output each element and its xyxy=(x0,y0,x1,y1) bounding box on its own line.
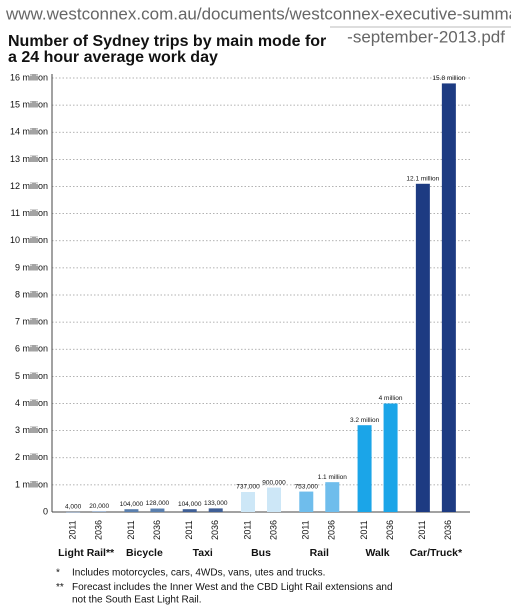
chart-title: Number of Sydney trips by main mode for xyxy=(8,33,326,50)
chart-title: a 24 hour average work day xyxy=(8,49,218,66)
bar xyxy=(441,83,456,513)
bar xyxy=(383,403,398,512)
x-tick-label: 2036 xyxy=(443,520,453,540)
x-tick-label: 2036 xyxy=(94,520,104,540)
value-label: 20,000 xyxy=(89,503,109,510)
y-tick-label: 7 million xyxy=(15,317,48,327)
x-group-label: Light Rail** xyxy=(58,547,115,559)
y-tick-label: 9 million xyxy=(15,262,48,272)
y-tick-label: 11 million xyxy=(11,208,48,218)
note-text: Forecast includes the Inner West and the… xyxy=(72,582,393,593)
note-text: Includes motorcycles, cars, 4WDs, vans, … xyxy=(72,568,325,579)
y-tick-label: 3 million xyxy=(15,425,48,435)
x-tick-label: 2036 xyxy=(268,520,278,540)
bar xyxy=(241,492,255,512)
value-label: 737,000 xyxy=(236,484,260,491)
y-tick-label: 16 million xyxy=(10,72,48,82)
bar xyxy=(124,509,139,512)
bar xyxy=(267,487,281,512)
x-group-label: Rail xyxy=(310,547,329,559)
x-tick-label: 2036 xyxy=(327,520,337,540)
value-label: 12.1 million xyxy=(406,176,439,183)
value-label: 1.1 million xyxy=(318,474,348,481)
url: -september-2013.pdf xyxy=(347,27,505,46)
x-group-label: Car/Truck* xyxy=(410,547,463,559)
y-tick-label: 4 million xyxy=(15,398,48,408)
bar xyxy=(299,491,314,512)
x-tick-label: 2011 xyxy=(126,520,136,539)
x-group-label: Walk xyxy=(366,547,390,559)
value-label: 104,000 xyxy=(120,501,144,508)
value-label: 128,000 xyxy=(146,500,170,507)
y-tick-label: 1 million xyxy=(15,479,48,489)
bar xyxy=(415,183,430,512)
y-tick-label: 15 million xyxy=(10,100,48,110)
bar xyxy=(182,509,197,512)
y-tick-label: 6 million xyxy=(15,344,48,354)
value-label: 4,000 xyxy=(65,504,82,511)
x-tick-label: 2011 xyxy=(359,520,369,539)
x-group-label: Taxi xyxy=(193,547,213,559)
value-label: 104,000 xyxy=(178,501,202,508)
bar xyxy=(92,511,107,512)
x-tick-label: 2036 xyxy=(385,520,395,540)
bar xyxy=(325,482,340,512)
x-tick-label: 2011 xyxy=(242,520,252,539)
x-tick-label: 2011 xyxy=(301,520,311,539)
value-label: 15.8 million xyxy=(432,75,465,82)
bar xyxy=(357,425,372,512)
url: www.westconnex.com.au/documents/westconn… xyxy=(5,4,511,23)
bar xyxy=(150,508,165,512)
y-tick-label: 5 million xyxy=(15,371,48,381)
value-label: 4 million xyxy=(379,395,403,402)
y-tick-label: 2 million xyxy=(15,452,48,462)
note-marker: * xyxy=(56,568,60,579)
x-tick-label: 2036 xyxy=(210,520,220,540)
note-text: not the South East Light Rail. xyxy=(72,595,202,606)
value-label: 133,000 xyxy=(204,500,228,507)
y-tick-label: 8 million xyxy=(15,289,48,299)
y-tick-label: 13 million xyxy=(10,154,48,164)
y-tick-label: 12 million xyxy=(10,181,48,191)
x-tick-label: 2011 xyxy=(68,520,78,539)
x-tick-label: 2036 xyxy=(152,520,162,540)
value-label: 3.2 million xyxy=(350,417,380,424)
x-tick-label: 2011 xyxy=(417,520,427,539)
bar xyxy=(208,508,223,512)
y-tick-label: 10 million xyxy=(10,235,48,245)
x-group-label: Bicycle xyxy=(126,547,163,559)
x-tick-label: 2011 xyxy=(184,520,194,539)
x-group-label: Bus xyxy=(251,547,271,559)
y-tick-label: 0 xyxy=(43,506,48,516)
note-marker: ** xyxy=(56,582,64,593)
y-tick-label: 14 million xyxy=(10,127,48,137)
value-label: 753,000 xyxy=(295,483,319,490)
value-label: 900,000 xyxy=(262,479,286,486)
